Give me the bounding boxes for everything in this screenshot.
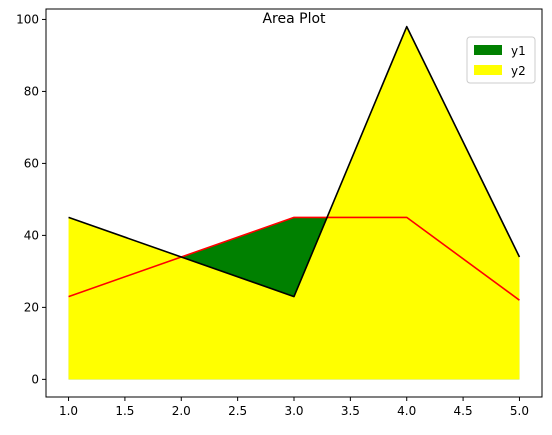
y-tick-label: 40 [24,228,39,242]
x-tick-label: 1.0 [59,404,78,418]
x-tick-label: 3.0 [284,404,303,418]
y-tick-label: 60 [24,156,39,170]
x-tick-label: 4.0 [397,404,416,418]
x-tick-label: 5.0 [510,404,529,418]
x-tick-label: 2.0 [172,404,191,418]
y-tick-label: 80 [24,84,39,98]
chart-title: Area Plot [262,11,326,27]
y-tick-label: 20 [24,300,39,314]
x-tick-label: 2.5 [228,404,247,418]
legend-swatch-y1 [474,45,502,55]
x-tick-label: 3.5 [341,404,360,418]
y-tick-label: 0 [31,372,39,386]
legend-label-y2: y2 [511,64,526,78]
x-tick-label: 4.5 [454,404,473,418]
y-tick-label: 100 [16,12,39,26]
series-line-y2 [68,25,521,298]
x-tick-label: 1.5 [115,404,134,418]
area-fill-y2 [68,26,520,380]
series-line-y1 [68,216,520,301]
legend-swatch-y2 [474,65,502,75]
legend-label-y1: y1 [511,44,526,58]
